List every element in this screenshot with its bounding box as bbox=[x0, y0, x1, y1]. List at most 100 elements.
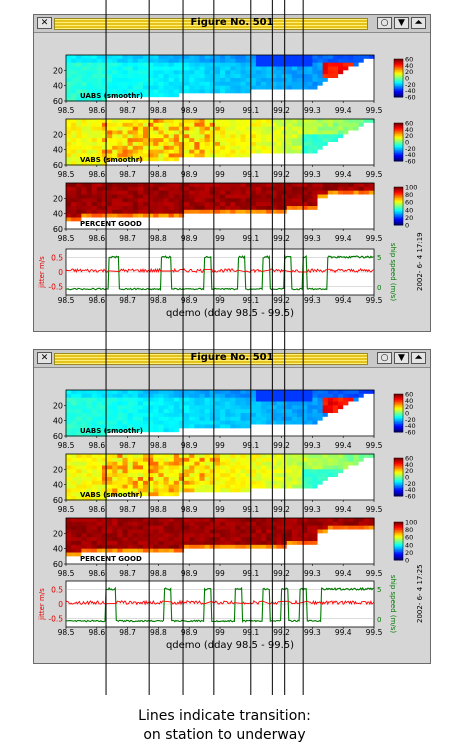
raise-button[interactable]: ⏶ bbox=[411, 17, 426, 29]
heat-cell bbox=[122, 89, 129, 94]
heat-cell bbox=[297, 213, 303, 219]
heat-cell bbox=[204, 209, 211, 215]
heat-cell bbox=[220, 397, 226, 403]
colorbar-cell bbox=[394, 156, 403, 159]
heat-cell bbox=[250, 97, 257, 102]
heat-cell bbox=[173, 413, 180, 418]
heat-cell bbox=[209, 492, 216, 497]
heat-cell bbox=[76, 529, 82, 534]
colorbar-cell bbox=[394, 59, 403, 62]
heat-cell bbox=[127, 393, 134, 399]
heat-cell bbox=[163, 145, 170, 151]
heat-cell bbox=[276, 130, 283, 135]
heat-cell bbox=[281, 461, 288, 467]
heat-cell bbox=[132, 213, 139, 219]
heat-cell bbox=[163, 409, 170, 414]
heat-cell bbox=[261, 560, 267, 565]
heat-cell bbox=[91, 465, 98, 470]
colorbar-cell bbox=[394, 469, 403, 472]
heat-cell bbox=[91, 97, 98, 102]
heat-cell bbox=[322, 488, 329, 493]
heat-cell bbox=[255, 66, 262, 71]
heat-cell bbox=[230, 221, 236, 226]
heat-cell bbox=[368, 548, 375, 554]
heat-cell bbox=[137, 66, 144, 71]
heat-cell bbox=[286, 93, 293, 98]
heat-cell bbox=[107, 153, 113, 158]
heat-cell bbox=[363, 390, 370, 395]
heat-cell bbox=[153, 217, 159, 222]
heat-cell bbox=[220, 521, 226, 527]
menu-button[interactable]: ▼ bbox=[394, 352, 409, 364]
heat-cell bbox=[194, 397, 201, 403]
heat-cell bbox=[163, 194, 170, 199]
heat-cell bbox=[317, 409, 324, 414]
heat-cell bbox=[291, 138, 298, 143]
heat-cell bbox=[143, 70, 149, 75]
heat-cell bbox=[204, 420, 211, 426]
heat-cell bbox=[153, 70, 159, 75]
heat-cell bbox=[199, 138, 206, 143]
heat-cell bbox=[214, 393, 221, 399]
heat-cell bbox=[101, 186, 108, 192]
heat-cell bbox=[204, 157, 211, 162]
heat-cell bbox=[327, 58, 334, 64]
heat-cell bbox=[302, 206, 308, 211]
x-tick-label: 99 bbox=[215, 441, 225, 450]
heat-cell bbox=[291, 70, 298, 75]
heat-cell bbox=[230, 457, 236, 463]
heat-cell bbox=[353, 130, 360, 135]
heat-cell bbox=[317, 149, 324, 155]
close-button[interactable]: ✕ bbox=[37, 352, 52, 364]
heat-cell bbox=[158, 552, 165, 557]
heat-cell bbox=[184, 405, 190, 410]
ship-speed-line bbox=[65, 586, 375, 623]
heat-cell bbox=[271, 420, 278, 426]
iconify-button[interactable]: ○ bbox=[377, 17, 392, 29]
heat-cell bbox=[327, 556, 334, 561]
heat-cell bbox=[173, 93, 180, 98]
heat-cell bbox=[71, 492, 77, 497]
heat-cell bbox=[276, 85, 283, 91]
heat-cell bbox=[107, 424, 113, 429]
heat-cell bbox=[230, 190, 236, 196]
heat-cell bbox=[184, 424, 190, 429]
raise-button[interactable]: ⏶ bbox=[411, 352, 426, 364]
heat-cell bbox=[250, 221, 257, 226]
heat-cell bbox=[81, 142, 88, 147]
iconify-button[interactable]: ○ bbox=[377, 352, 392, 364]
heat-cell bbox=[368, 221, 375, 226]
heat-cell bbox=[101, 390, 108, 395]
heat-cell bbox=[71, 541, 77, 546]
colorbar-tick-label: 60 bbox=[405, 199, 413, 207]
heat-cell bbox=[143, 81, 149, 87]
heat-cell bbox=[230, 552, 236, 557]
heat-cell bbox=[86, 461, 93, 467]
heat-cell bbox=[137, 420, 144, 426]
heat-cell bbox=[199, 461, 206, 467]
heat-cell bbox=[271, 183, 278, 188]
heat-cell bbox=[143, 145, 149, 151]
heat-cell bbox=[281, 134, 288, 139]
heat-cell bbox=[178, 469, 185, 474]
heat-cell bbox=[245, 221, 252, 226]
heat-cell bbox=[317, 560, 324, 565]
title-bar[interactable]: ✕ Figure No. 501 ○ ▼ ⏶ bbox=[34, 15, 430, 33]
heat-cell bbox=[194, 424, 201, 429]
heat-cell bbox=[225, 552, 231, 557]
close-button[interactable]: ✕ bbox=[37, 17, 52, 29]
heat-cell bbox=[127, 424, 134, 429]
heat-cell bbox=[132, 420, 139, 426]
heat-cell bbox=[338, 457, 344, 463]
title-bar[interactable]: ✕ Figure No. 501 ○ ▼ ⏶ bbox=[34, 350, 430, 368]
heat-cell bbox=[266, 142, 272, 147]
heat-cell bbox=[317, 473, 324, 478]
heat-cell bbox=[271, 198, 278, 203]
heat-cell bbox=[148, 518, 154, 523]
heat-cell bbox=[297, 424, 303, 429]
heat-cell bbox=[178, 145, 185, 151]
colorbar-cell bbox=[394, 486, 403, 489]
heat-cell bbox=[168, 492, 175, 497]
heat-cell bbox=[148, 548, 154, 554]
menu-button[interactable]: ▼ bbox=[394, 17, 409, 29]
